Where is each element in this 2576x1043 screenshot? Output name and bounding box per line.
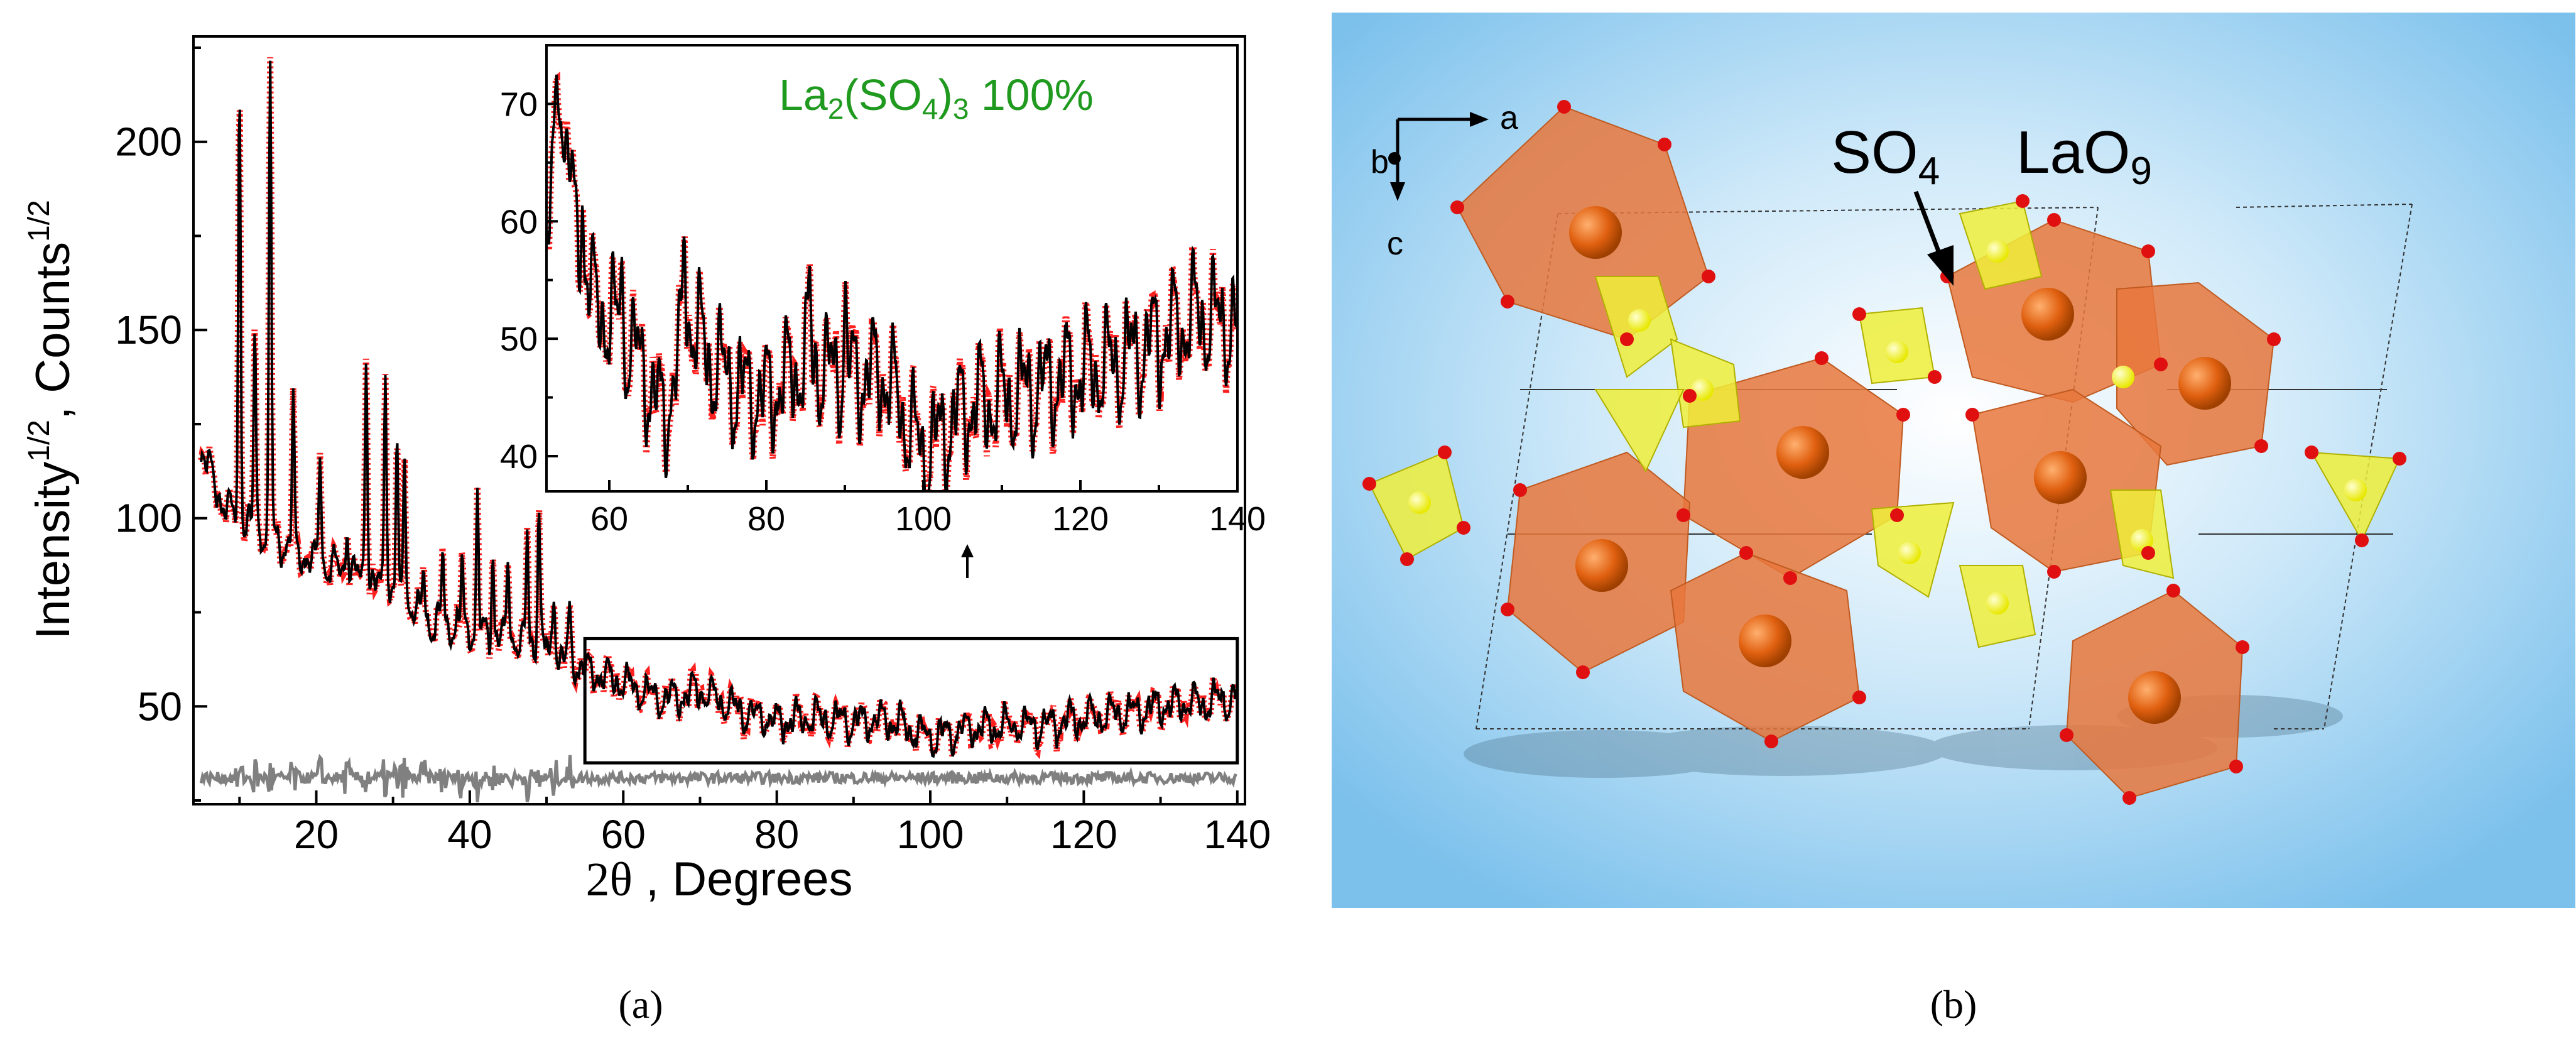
tick-label: 100 [115, 496, 182, 541]
tick-label: 100 [897, 812, 964, 857]
zoom-arrow [961, 544, 974, 578]
panel-label-b: (b) [1930, 982, 1977, 1027]
zoom-region-box [583, 636, 1239, 765]
axis-label-a: a [1500, 100, 1518, 136]
tick-label: 120 [1050, 812, 1117, 857]
inset-plot: 60 80 100 120 140 40 50 60 70 La2(SO4)3 100% [500, 44, 1266, 538]
tick-label: 20 [294, 812, 339, 857]
axis-label-b: b [1371, 144, 1389, 180]
tick-label: 200 [115, 119, 182, 165]
inset-tick-labels: 60 80 100 120 140 40 50 60 70 [500, 85, 1266, 538]
axis-label-c: c [1387, 226, 1403, 262]
x-axis-label: 2θ , Degrees [585, 853, 852, 906]
tick-label: 60 [601, 812, 646, 857]
main-axis-ticks [193, 46, 1239, 804]
tick-label: 100 [895, 500, 952, 538]
tick-label: 140 [1204, 812, 1271, 857]
main-tick-labels: 20 40 60 80 100 120 140 50 100 150 200 [115, 119, 1271, 857]
tick-label: 140 [1209, 500, 1266, 538]
tick-label: 80 [754, 812, 799, 857]
panel-b-caption: (b) [1930, 982, 1977, 1027]
main-plot-area [198, 57, 1239, 803]
label-lao9: LaO9 [2016, 119, 2152, 193]
tick-label: 80 [747, 500, 785, 538]
difference-curve [199, 753, 1237, 803]
inset-calculated-curve [546, 74, 1237, 491]
inset-title: La2(SO4)3 100% [779, 70, 1094, 125]
s-atoms [1408, 240, 2367, 614]
axis-indicator [1388, 112, 1489, 201]
inset-axis-ticks [546, 44, 1239, 491]
tick-label: 70 [500, 85, 538, 123]
y-axis-label: Intensity1/2, Counts1/2 [23, 200, 80, 640]
so4-pointer-arrow [1913, 190, 1954, 286]
tick-label: 50 [500, 320, 538, 358]
tick-label: 60 [500, 203, 538, 241]
la-atoms [1569, 206, 2231, 724]
crystal-structure-image: a b c SO4 LaO9 [1332, 13, 2575, 908]
tick-label: 50 [138, 684, 182, 729]
tick-label: 120 [1052, 500, 1109, 538]
panel-label-a: (a) [618, 982, 663, 1027]
so4-tetrahedra [1368, 200, 2401, 648]
tick-label: 40 [500, 438, 538, 476]
label-so4: SO4 [1831, 119, 1940, 193]
tick-label: 40 [447, 812, 492, 857]
inset-frame [545, 44, 1239, 493]
diffraction-chart: 20 40 60 80 100 120 140 50 100 150 200 60 80 100 120 1… [23, 35, 1271, 1027]
tick-label: 60 [590, 500, 628, 538]
tick-label: 150 [115, 307, 182, 352]
main-plot-frame [192, 35, 1246, 805]
calculated-curve [200, 60, 1238, 758]
